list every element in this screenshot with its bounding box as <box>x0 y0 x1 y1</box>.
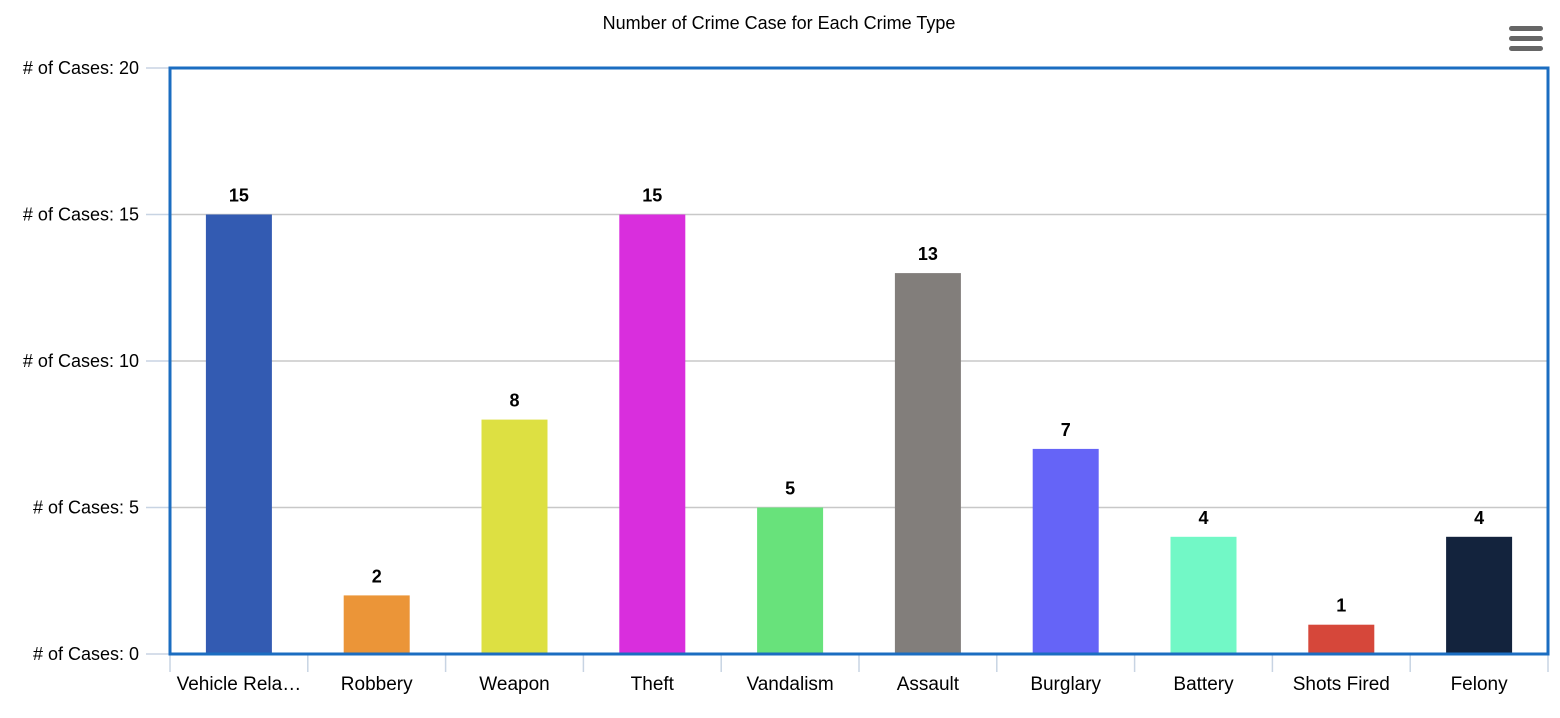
y-tick-label: # of Cases: 15 <box>23 205 139 225</box>
x-tick-label: Vandalism <box>746 674 833 695</box>
bar <box>481 419 548 654</box>
y-axis-ticks: # of Cases: 0 # of Cases: 5 # of Cases: 10… <box>23 58 170 664</box>
data-label: 15 <box>642 186 662 206</box>
y-tick-label: # of Cases: 0 <box>33 644 139 664</box>
bar <box>1032 448 1099 654</box>
chart-menu-button[interactable] <box>1504 22 1548 56</box>
x-tick-label: Vehicle Rela… <box>177 674 302 695</box>
x-tick-label: Felony <box>1451 674 1509 695</box>
data-label: 13 <box>918 244 938 264</box>
hamburger-menu-icon <box>1509 26 1543 51</box>
menu-icon-line <box>1509 26 1543 31</box>
menu-icon-line <box>1509 46 1543 51</box>
bar <box>1170 536 1237 654</box>
x-tick-label: Theft <box>631 674 675 695</box>
data-label: 4 <box>1198 508 1208 528</box>
bar <box>205 214 272 654</box>
x-axis-ticks: Vehicle Rela… Robbery Weapon Theft Vandalism… <box>169 654 1549 695</box>
x-tick-label: Robbery <box>341 674 413 695</box>
bar <box>619 214 686 654</box>
data-label: 2 <box>372 566 382 586</box>
y-tick-label: # of Cases: 5 <box>33 498 139 518</box>
x-tick-label: Burglary <box>1030 674 1101 695</box>
y-tick-label: # of Cases: 20 <box>23 58 139 78</box>
data-label: 5 <box>785 479 795 499</box>
bar <box>757 507 824 654</box>
data-label: 8 <box>509 391 519 411</box>
bars <box>205 214 1513 654</box>
data-label: 4 <box>1474 508 1484 528</box>
gridlines <box>170 213 1548 509</box>
data-label: 7 <box>1061 420 1071 440</box>
y-tick-label: # of Cases: 10 <box>23 351 139 371</box>
data-labels: 15 2 8 15 5 13 7 4 1 4 <box>229 186 1484 616</box>
bar <box>894 273 961 654</box>
data-label: 1 <box>1336 596 1346 616</box>
chart-title: Number of Crime Case for Each Crime Type <box>603 13 956 33</box>
data-label: 15 <box>229 186 249 206</box>
x-tick-label: Assault <box>897 674 960 695</box>
x-tick-label: Shots Fired <box>1293 674 1390 695</box>
bar <box>1308 624 1375 654</box>
menu-icon-line <box>1509 36 1543 41</box>
x-tick-label: Battery <box>1173 674 1234 695</box>
bar <box>1446 536 1513 654</box>
x-tick-label: Weapon <box>479 674 549 695</box>
bar <box>343 595 410 654</box>
plot-area-border <box>168 66 1550 656</box>
